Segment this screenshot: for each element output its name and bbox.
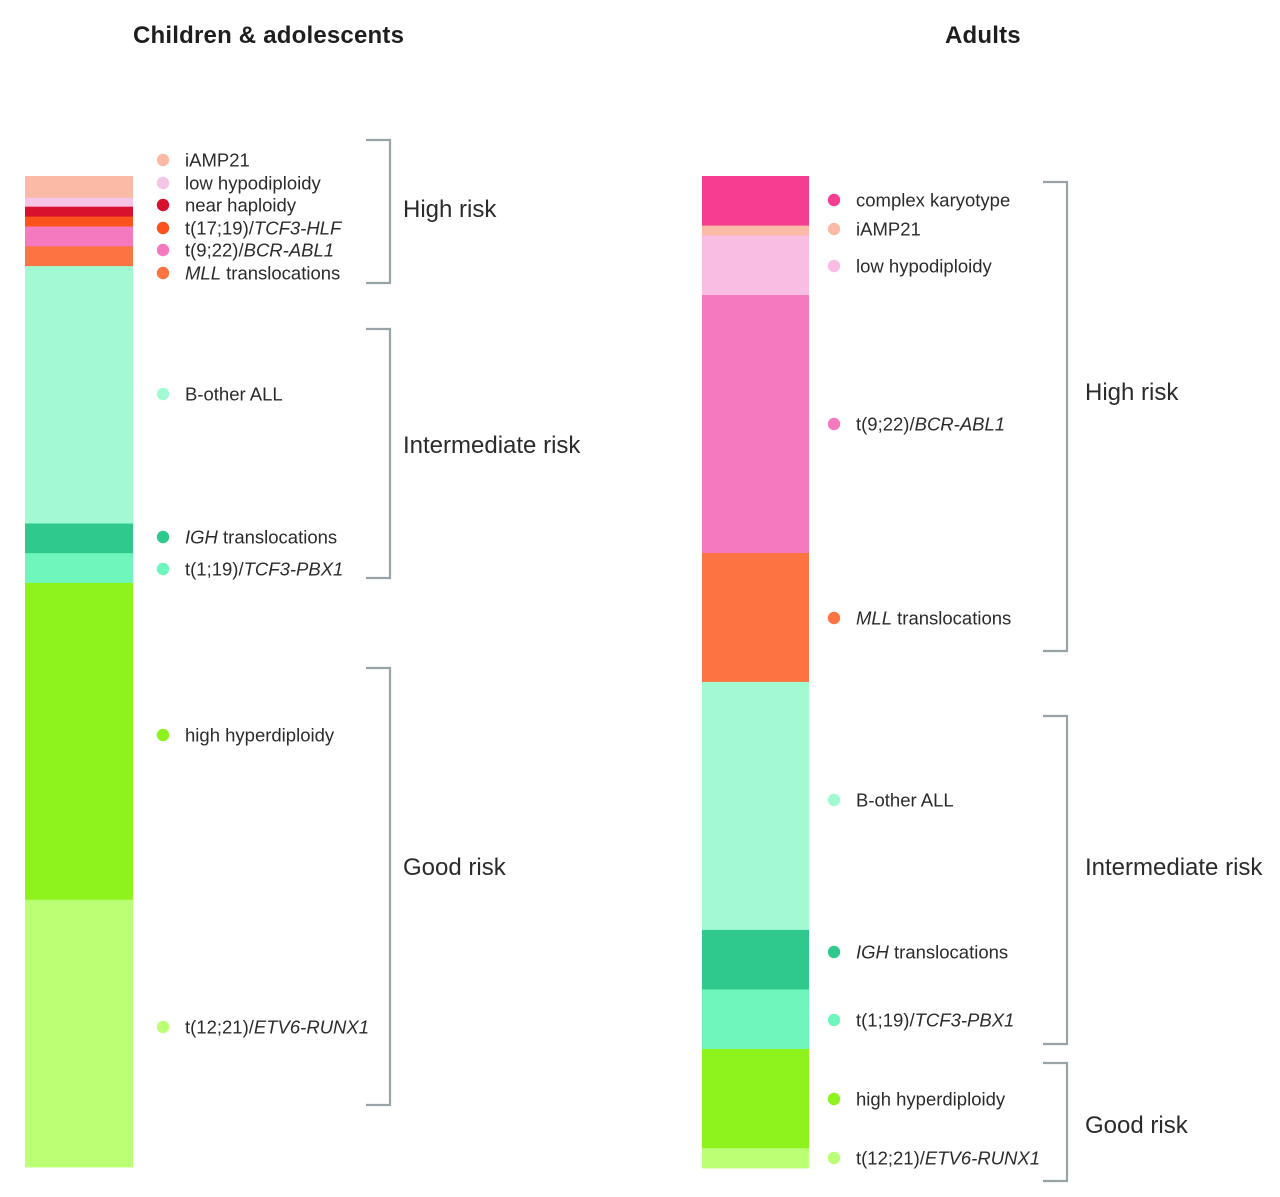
risk-label-good-risk: Good risk [403,854,507,881]
bar-segment-mll-translocations [702,552,809,683]
bar-segment-high-hyperdiploidy [702,1048,809,1149]
bar-segment-t-12-21-etv6-runx1 [702,1148,809,1169]
legend-label-t-12-21-etv6-runx1: t(12;21)/ETV6-RUNX1 [185,1017,369,1038]
legend-label-iamp21: iAMP21 [185,150,250,171]
risk-label-intermediate-risk: Intermediate risk [403,432,581,459]
legend-label-b-other-all: B-other ALL [856,790,954,811]
bar-segment-low-hypodiploidy [702,235,809,296]
risk-label-good-risk: Good risk [1085,1112,1189,1139]
bar-segment-near-haploidy [25,206,133,217]
legend-dot-b-other-all [156,387,170,401]
legend-label-t-1-19-tcf3-pbx1: t(1;19)/TCF3-PBX1 [856,1010,1014,1031]
legend-label-mll-translocations: MLL translocations [856,608,1011,629]
bar-segment-b-other-all [25,266,133,524]
legend-dot-t-1-19-tcf3-pbx1 [156,562,170,576]
legend-label-near-haploidy: near haploidy [185,195,297,216]
bar-segment-complex-karyotype [702,176,809,226]
legend-dot-high-hyperdiploidy [827,1092,841,1106]
bracket-good-risk [366,666,392,1107]
bar-segment-mll-translocations [25,246,133,267]
risk-brackets-children: High risk Intermediate risk Good risk [366,138,581,1107]
chart-title-adults: Adults [945,22,1021,49]
legend-label-t-9-22-bcr-abl1: t(9;22)/BCR-ABL1 [185,240,334,261]
legend-label-low-hypodiploidy: low hypodiploidy [856,256,993,277]
legend-label-igh-translocations: IGH translocations [856,942,1008,963]
legend-label-mll-translocations: MLL translocations [185,263,340,284]
risk-label-high-risk: High risk [403,196,497,223]
legend-dot-t-9-22-bcr-abl1 [156,243,170,257]
legend-label-t-1-19-tcf3-pbx1: t(1;19)/TCF3-PBX1 [185,559,343,580]
legend-dot-b-other-all [827,793,841,807]
legend-dot-iamp21 [827,222,841,236]
legend-dot-mll-translocations [827,611,841,625]
risk-brackets-adults: High risk Intermediate risk Good risk [1043,180,1263,1183]
bar-segment-igh-translocations [702,929,809,990]
legend-label-complex-karyotype: complex karyotype [856,190,1010,211]
legend-dot-complex-karyotype [827,193,841,207]
legend-label-iamp21: iAMP21 [856,219,921,240]
legend-dot-high-hyperdiploidy [156,728,170,742]
risk-label-intermediate-risk: Intermediate risk [1085,854,1263,881]
legend-label-high-hyperdiploidy: high hyperdiploidy [185,725,335,746]
legend-dot-mll-translocations [156,266,170,280]
legend-dot-iamp21 [156,153,170,167]
bar-segment-iamp21 [25,176,133,199]
chart-title-children: Children & adolescents [133,22,405,49]
legend-label-t-12-21-etv6-runx1: t(12;21)/ETV6-RUNX1 [856,1148,1040,1169]
legend-label-b-other-all: B-other ALL [185,384,283,405]
legend-dot-igh-translocations [156,530,170,544]
risk-label-high-risk: High risk [1085,379,1179,406]
bar-segment-t-12-21-etv6-runx1 [25,899,133,1168]
bar-segment-low-hypodiploidy [25,197,133,208]
legend-dot-t-1-19-tcf3-pbx1 [827,1013,841,1027]
legend-adults: complex karyotype iAMP21 low hypodiploidy t… [827,190,1040,1169]
legend-label-igh-translocations: IGH translocations [185,527,337,548]
legend-dot-t-17-19-tcf3-hlf [156,221,170,235]
bar-segment-t-9-22-bcr-abl1 [25,226,133,247]
bar-segment-t-1-19-tcf3-pbx1 [25,553,133,584]
legend-dot-near-haploidy [156,198,170,212]
legend-label-low-hypodiploidy: low hypodiploidy [185,173,322,194]
bracket-intermediate-risk [366,327,392,580]
bar-segment-high-hyperdiploidy [25,582,133,901]
bracket-intermediate-risk [1043,714,1069,1046]
stacked-bar-adults [702,176,809,1169]
legend-label-t-17-19-tcf3-hlf: t(17;19)/TCF3-HLF [185,218,343,239]
bar-segment-igh-translocations [25,523,133,554]
legend-dot-low-hypodiploidy [827,259,841,273]
bracket-high-risk [366,138,392,285]
bracket-good-risk [1043,1061,1069,1183]
bar-segment-t-17-19-tcf3-hlf [25,216,133,227]
legend-dot-t-12-21-etv6-runx1 [827,1151,841,1165]
legend-dot-t-12-21-etv6-runx1 [156,1020,170,1034]
bar-segment-t-1-19-tcf3-pbx1 [702,989,809,1050]
bar-segment-t-9-22-bcr-abl1 [702,295,809,554]
bracket-high-risk [1043,180,1069,653]
bar-segment-iamp21 [702,225,809,236]
legend-label-t-9-22-bcr-abl1: t(9;22)/BCR-ABL1 [856,414,1005,435]
legend-dot-igh-translocations [827,945,841,959]
legend-label-high-hyperdiploidy: high hyperdiploidy [856,1089,1006,1110]
legend-dot-low-hypodiploidy [156,176,170,190]
stacked-bar-children [25,176,133,1168]
bar-segment-b-other-all [702,681,809,931]
legend-dot-t-9-22-bcr-abl1 [827,417,841,431]
